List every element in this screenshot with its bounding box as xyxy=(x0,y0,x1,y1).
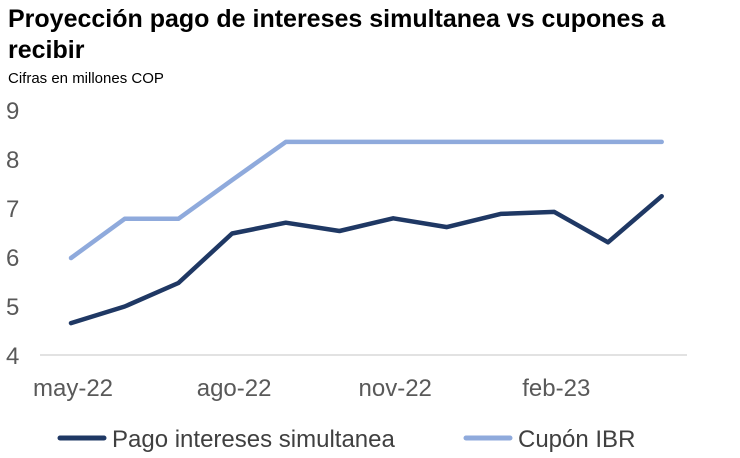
legend-label: Cupón IBR xyxy=(518,426,635,453)
series-layer xyxy=(68,139,664,326)
legend-label: Pago intereses simultanea xyxy=(112,426,395,453)
x-axis: may-22 ago-22 nov-22 feb-23 xyxy=(33,354,687,402)
legend: Pago intereses simultanea Cupón IBR xyxy=(57,426,635,453)
y-tick-label: 6 xyxy=(6,245,19,272)
x-tick-label: may-22 xyxy=(33,375,113,402)
x-tick-label: feb-23 xyxy=(522,375,590,402)
series-line-1 xyxy=(68,193,664,326)
chart-subtitle: Cifras en millones COP xyxy=(8,70,164,87)
y-tick-label: 4 xyxy=(6,343,19,370)
y-tick-label: 9 xyxy=(6,98,19,125)
y-tick-label: 5 xyxy=(6,294,19,321)
x-tick-label: nov-22 xyxy=(359,375,432,402)
y-axis: 4 5 6 7 8 9 xyxy=(6,98,19,370)
y-tick-label: 8 xyxy=(6,147,19,174)
chart-title: Proyección pago de intereses simultanea … xyxy=(8,5,666,64)
series-line-2 xyxy=(68,139,664,261)
x-tick-label: ago-22 xyxy=(197,375,272,402)
y-tick-label: 7 xyxy=(6,196,19,223)
